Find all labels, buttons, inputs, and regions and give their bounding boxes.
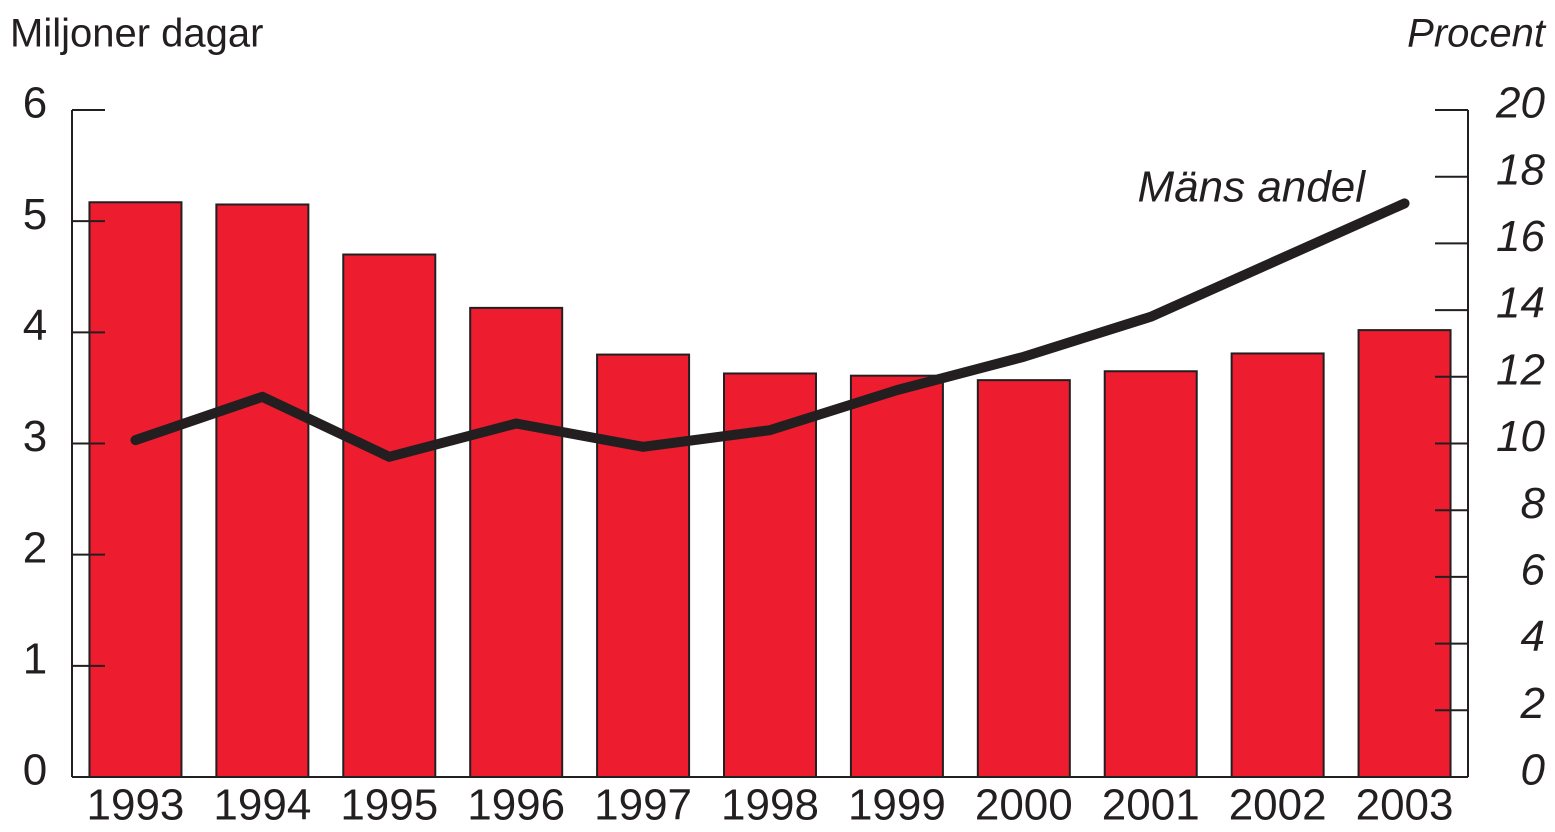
y-tick-label: 6	[23, 79, 47, 128]
x-tick-label: 1998	[721, 781, 819, 830]
y2-tick-label: 12	[1496, 345, 1545, 394]
x-tick-label: 2001	[1102, 781, 1200, 830]
bar	[976, 379, 1071, 778]
y2-tick-label: 8	[1521, 479, 1546, 528]
y2-tick-label: 0	[1521, 746, 1546, 795]
x-tick-label: 1997	[594, 781, 692, 830]
line	[130, 198, 1410, 462]
y2-tick-label: 14	[1496, 279, 1545, 328]
annotation: Mäns andel	[1138, 163, 1367, 212]
x-tick-label: 1996	[467, 781, 565, 830]
y-tick-label: 3	[23, 412, 47, 461]
y-tick-label: 4	[23, 301, 47, 350]
bar	[849, 374, 944, 778]
x-tick-label: 2002	[1229, 781, 1327, 830]
bar	[215, 203, 310, 779]
x-tick-label: 1993	[87, 781, 185, 830]
bar	[1357, 329, 1452, 778]
bar	[342, 253, 437, 778]
y2-tick-label: 16	[1496, 212, 1545, 261]
x-tick-label: 2000	[975, 781, 1073, 830]
x-tick-label: 1999	[848, 781, 946, 830]
y2-tick-label: 4	[1521, 612, 1545, 661]
bar	[88, 201, 183, 779]
y-axis-title: Miljoner dagar	[10, 12, 263, 56]
y2-tick-label: 20	[1495, 79, 1545, 128]
bar	[469, 306, 564, 778]
bar	[723, 372, 817, 778]
y-tick-label: 0	[23, 746, 47, 795]
y2-tick-label: 18	[1496, 145, 1545, 194]
bar	[1103, 370, 1198, 778]
x-tick-label: 2003	[1356, 781, 1454, 830]
y2-axis-title: Procent	[1407, 12, 1547, 56]
x-tick-label: 1995	[340, 781, 438, 830]
x-tick-label: 1994	[213, 781, 311, 830]
bar	[1230, 352, 1325, 778]
y-tick-label: 5	[23, 190, 47, 239]
y-tick-label: 2	[23, 523, 47, 572]
y2-tick-label: 2	[1520, 679, 1545, 728]
y2-tick-label: 6	[1521, 546, 1546, 595]
y2-tick-label: 10	[1496, 412, 1545, 461]
y-tick-label: 1	[23, 634, 47, 683]
bar	[596, 353, 691, 778]
